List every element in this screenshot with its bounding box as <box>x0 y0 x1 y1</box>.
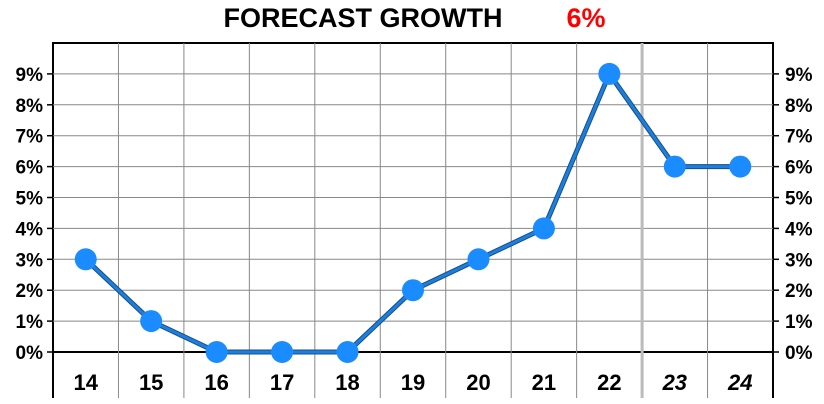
y-tick-label-left: 6% <box>16 158 44 179</box>
x-tick-label: 16 <box>204 370 228 395</box>
data-point <box>336 341 359 363</box>
y-tick-label-left: 5% <box>16 189 44 210</box>
y-tick-label-right: 8% <box>785 96 813 117</box>
y-tick-label-left: 9% <box>16 65 44 86</box>
data-point <box>74 248 97 271</box>
data-point <box>729 155 752 178</box>
y-tick-label-right: 9% <box>785 65 813 86</box>
x-tick-label: 22 <box>597 370 621 395</box>
x-tick-label: 15 <box>139 370 163 395</box>
x-tick-label: 24 <box>727 370 752 395</box>
y-tick-label-left: 0% <box>16 343 44 364</box>
y-axis-right: 0% 1% 2% 3% 4% 5% 6% 7% 8% 9% <box>773 65 813 364</box>
y-tick-label-left: 8% <box>16 96 44 117</box>
y-tick-label-left: 1% <box>16 312 44 333</box>
x-tick-label: 21 <box>532 370 556 395</box>
y-tick-label-left: 2% <box>16 281 44 302</box>
x-tick-label: 14 <box>73 370 98 395</box>
y-tick-label-right: 6% <box>785 158 813 179</box>
x-tick-label: 17 <box>270 370 294 395</box>
y-tick-label-left: 7% <box>16 127 44 148</box>
x-tick-label: 18 <box>335 370 359 395</box>
y-tick-label-left: 3% <box>16 250 44 271</box>
data-point <box>598 62 621 85</box>
chart-title-value: 6% <box>566 3 605 33</box>
y-tick-label-right: 3% <box>785 250 813 271</box>
y-tick-label-right: 7% <box>785 127 813 148</box>
data-point <box>205 341 228 363</box>
data-points <box>74 62 752 363</box>
y-tick-label-right: 4% <box>785 219 813 240</box>
x-tick-label: 20 <box>466 370 490 395</box>
data-point <box>271 341 294 363</box>
y-tick-label-left: 4% <box>16 219 44 240</box>
data-point <box>140 310 163 333</box>
y-tick-label-right: 2% <box>785 281 813 302</box>
data-point <box>402 279 424 302</box>
y-axis-left: 0% 1% 2% 3% 4% 5% 6% 7% 8% 9% <box>16 65 53 364</box>
data-point <box>467 248 490 271</box>
data-point <box>532 217 555 240</box>
x-axis: 14 15 16 17 18 19 20 21 22 23 24 <box>73 370 752 395</box>
x-tick-label: 19 <box>401 370 425 395</box>
y-tick-label-right: 1% <box>785 312 813 333</box>
x-tick-label: 23 <box>662 370 687 395</box>
y-tick-label-right: 0% <box>785 343 813 364</box>
y-tick-label-right: 5% <box>785 189 813 210</box>
chart-title: FORECAST GROWTH <box>224 3 503 33</box>
grid <box>52 42 774 398</box>
data-point <box>663 155 686 178</box>
